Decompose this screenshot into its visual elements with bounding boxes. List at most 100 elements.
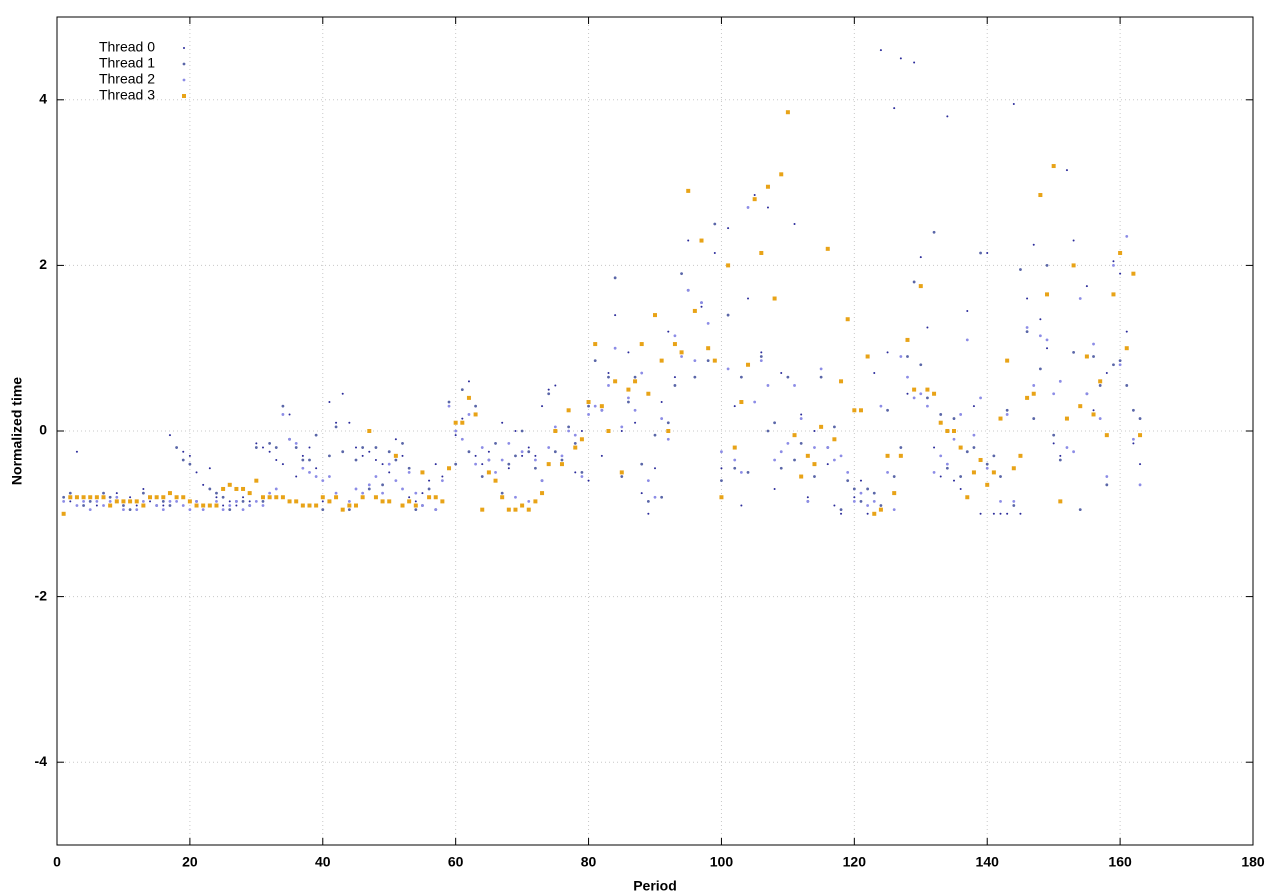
point (859, 491, 863, 495)
point (294, 446, 298, 449)
point (693, 359, 697, 363)
point (1112, 260, 1115, 263)
point (660, 401, 663, 404)
point (201, 503, 206, 508)
point (122, 508, 125, 512)
point (833, 425, 836, 429)
point (129, 496, 132, 499)
point (474, 454, 477, 457)
point (1032, 384, 1036, 387)
point (1032, 417, 1036, 420)
point (1118, 359, 1122, 363)
point (939, 475, 942, 478)
point (600, 408, 604, 412)
x-tick-label: 0 (53, 854, 61, 870)
point (613, 346, 617, 350)
point (600, 454, 603, 457)
point (241, 508, 245, 512)
point (573, 445, 578, 450)
point (1051, 164, 1056, 169)
point (1038, 193, 1043, 198)
point (514, 454, 517, 458)
point (374, 475, 378, 478)
point (653, 495, 657, 499)
point (740, 504, 743, 507)
point (88, 499, 92, 503)
point (985, 466, 989, 470)
point (320, 495, 325, 500)
point (800, 413, 803, 416)
point (893, 107, 896, 110)
x-tick-label: 180 (1241, 854, 1265, 870)
point (480, 507, 485, 512)
point (912, 387, 917, 392)
point (586, 400, 591, 405)
point (892, 475, 896, 478)
point (527, 446, 530, 449)
point (553, 429, 558, 433)
point (348, 421, 351, 424)
point (959, 413, 963, 416)
legend-marker (183, 47, 185, 49)
point (999, 499, 1002, 503)
point (813, 446, 816, 449)
point (281, 413, 285, 416)
point (208, 467, 211, 470)
point (168, 499, 172, 503)
point (793, 384, 796, 387)
point (1058, 458, 1062, 462)
point (520, 429, 524, 433)
point (613, 276, 617, 280)
point (945, 462, 949, 466)
point (447, 466, 452, 471)
point (654, 467, 656, 470)
point (520, 450, 524, 454)
point (380, 499, 385, 504)
point (747, 297, 750, 300)
point (759, 359, 763, 363)
point (872, 491, 876, 495)
point (228, 504, 232, 507)
point (421, 492, 424, 495)
point (327, 499, 332, 504)
point (235, 499, 238, 503)
x-tick-label: 80 (581, 854, 597, 870)
point (102, 504, 105, 507)
point (453, 420, 458, 425)
point (926, 326, 929, 329)
point (739, 471, 743, 474)
point (859, 499, 863, 503)
point (1064, 416, 1069, 421)
point (1019, 268, 1022, 271)
point (534, 454, 537, 457)
point (1072, 350, 1075, 354)
point (381, 483, 384, 487)
legend-marker (182, 78, 186, 82)
point (753, 194, 756, 197)
point (467, 380, 470, 383)
point (666, 437, 670, 441)
point (88, 495, 93, 500)
point (607, 372, 610, 375)
point (779, 450, 783, 454)
point (799, 442, 803, 445)
point (102, 491, 105, 495)
point (441, 475, 444, 478)
point (906, 375, 909, 379)
point (1112, 363, 1115, 367)
point (999, 475, 1002, 478)
point (242, 496, 245, 499)
point (1025, 395, 1030, 400)
point (772, 296, 777, 301)
point (1012, 102, 1015, 105)
point (646, 391, 651, 396)
point (620, 430, 623, 432)
point (373, 495, 378, 500)
point (207, 503, 212, 508)
point (946, 115, 949, 118)
point (95, 499, 99, 503)
point (1005, 358, 1010, 363)
point (347, 503, 352, 508)
point (692, 308, 697, 313)
point (1085, 392, 1089, 396)
